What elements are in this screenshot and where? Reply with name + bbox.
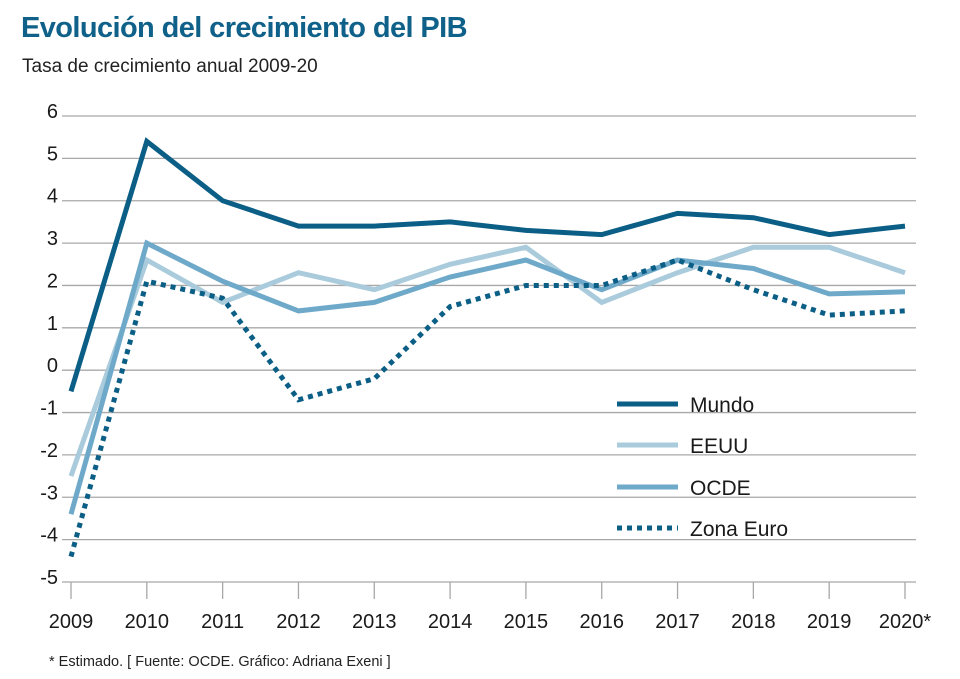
legend-label: EEUU	[690, 435, 748, 458]
y-tick-label: -2	[40, 440, 58, 462]
x-tick-label: 2019	[807, 611, 852, 633]
series-line-zona-euro	[68, 257, 906, 558]
series-line-mundo	[68, 137, 906, 393]
series-lines	[68, 137, 906, 558]
y-tick-label: 3	[47, 228, 58, 250]
x-tick-label: 2018	[731, 611, 776, 633]
y-tick-label: -1	[40, 398, 58, 420]
y-axis-ticks: 6 5 4 3 2 1 0 -1 -2 -3 -4 -5	[40, 101, 58, 589]
legend-label: Zona Euro	[690, 518, 788, 541]
series-line-ocde	[68, 239, 906, 515]
chart-subtitle: Tasa de crecimiento anual 2009-20	[22, 56, 318, 77]
x-tick-label: 2011	[201, 611, 244, 633]
y-tick-label: -4	[40, 525, 58, 547]
x-tick-label: 2015	[504, 611, 549, 633]
legend-label: Mundo	[690, 394, 754, 417]
gridlines	[62, 115, 916, 583]
y-tick-label: 0	[47, 355, 58, 377]
y-tick-label: 5	[47, 143, 58, 165]
chart-title: Evolución del crecimiento del PIB	[21, 12, 468, 44]
y-tick-label: -3	[40, 482, 58, 504]
x-tick-label: 2009	[49, 611, 94, 633]
y-tick-label: 1	[47, 313, 58, 335]
y-tick-label: 4	[47, 186, 58, 208]
legend: Mundo EEUU OCDE Zona Euro	[617, 394, 788, 541]
x-tick-label: 2010	[125, 611, 170, 633]
y-tick-label: 2	[47, 270, 58, 292]
y-tick-label: 6	[47, 101, 58, 123]
footnote: * Estimado. [ Fuente: OCDE. Gráfico: Adr…	[49, 654, 391, 670]
x-tick-label: 2013	[352, 611, 397, 633]
x-tick-label: 2012	[276, 611, 321, 633]
x-tick-label: 2016	[579, 611, 624, 633]
x-axis: 2009 2010 2011 2012 2013 2014 2015 2016 2017 2018…	[49, 582, 931, 633]
x-tick-label: 2017	[655, 611, 700, 633]
series-line-eeuu	[68, 244, 906, 477]
x-tick-label: 2020*	[879, 611, 931, 633]
y-tick-label: -5	[40, 567, 58, 589]
legend-label: OCDE	[690, 477, 751, 500]
x-tick-label: 2014	[428, 611, 473, 633]
